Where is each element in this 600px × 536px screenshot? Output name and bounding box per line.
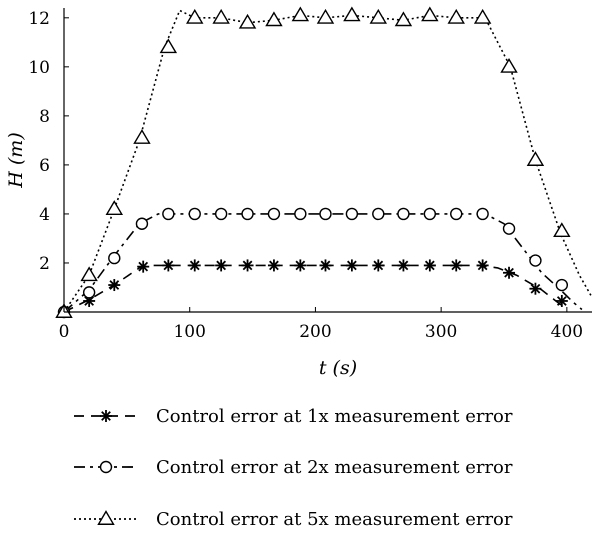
data-point-triangle (238, 13, 257, 29)
data-point-triangle (473, 8, 492, 24)
data-point-circle (423, 207, 437, 221)
data-point-circle (241, 207, 254, 221)
data-point-asterisk (397, 259, 410, 272)
data-point-circle (450, 207, 463, 221)
ticks-layer: 0 100 200 300 400 2 4 6 8 10 12 (28, 9, 583, 342)
data-point-triangle (159, 38, 178, 54)
legend-marker-asterisk (100, 410, 112, 422)
data-point-triangle (343, 6, 361, 22)
x-tick-label: 300 (425, 322, 457, 342)
data-point-triangle (500, 57, 518, 73)
data-point-triangle (526, 151, 545, 166)
data-point-circle (476, 207, 489, 221)
data-point-asterisk (345, 259, 358, 272)
y-tick-label: 12 (28, 9, 50, 29)
series-line (63, 9, 593, 313)
data-point-asterisk (188, 259, 201, 272)
data-point-circle (135, 217, 149, 230)
data-point-asterisk (215, 259, 228, 272)
data-point-circle (294, 207, 307, 221)
data-point-circle (345, 207, 359, 221)
y-tick-label: 6 (39, 156, 50, 176)
legend-marker-triangle (97, 510, 115, 525)
series-line (63, 264, 568, 313)
axes-layer (63, 8, 592, 313)
series-layer (55, 6, 593, 319)
x-tick-label: 200 (299, 322, 331, 342)
legend-item: Control error at 1x measurement error (74, 406, 513, 427)
data-point-triangle (553, 222, 571, 238)
data-point-asterisk (476, 259, 489, 272)
series-1 (58, 259, 568, 318)
data-point-circle (502, 222, 516, 235)
data-point-circle (372, 207, 385, 221)
y-tick-label: 4 (39, 205, 50, 225)
data-point-asterisk (267, 259, 280, 272)
data-point-asterisk (423, 259, 436, 272)
legend-item: Control error at 2x measurement error (74, 457, 513, 478)
series-line (63, 213, 583, 313)
data-point-circle (188, 207, 201, 221)
data-point-asterisk (83, 294, 96, 307)
x-tick-label: 400 (551, 322, 583, 342)
data-point-triangle (105, 200, 124, 215)
data-point-asterisk (162, 259, 175, 272)
data-point-triangle (265, 11, 283, 27)
y-tick-label: 2 (39, 254, 50, 274)
data-point-triangle (212, 8, 230, 24)
data-point-circle (82, 286, 96, 299)
legend-marker-circle (99, 460, 113, 474)
data-point-circle (555, 278, 569, 292)
data-point-circle (319, 207, 332, 221)
data-point-circle (529, 254, 542, 267)
legend: Control error at 1x measurement error Con… (74, 406, 513, 530)
y-tick-label: 8 (39, 107, 50, 127)
legend-label: Control error at 2x measurement error (156, 457, 513, 478)
data-point-circle (162, 207, 175, 221)
data-point-asterisk (137, 260, 150, 273)
legend-label: Control error at 1x measurement error (156, 406, 513, 427)
y-tick-label: 10 (28, 58, 50, 78)
data-point-asterisk (450, 259, 463, 272)
data-point-asterisk (319, 259, 332, 272)
x-tick-label: 100 (173, 322, 205, 342)
data-point-triangle (133, 129, 151, 144)
data-point-asterisk (241, 259, 254, 272)
data-point-triangle (369, 8, 388, 24)
data-point-circle (267, 207, 281, 221)
data-point-triangle (421, 6, 439, 22)
data-point-triangle (316, 8, 335, 24)
data-point-triangle (447, 8, 465, 24)
data-point-asterisk (503, 266, 516, 279)
data-point-asterisk (294, 259, 307, 272)
x-axis-label: t (s) (319, 357, 357, 379)
data-point-circle (214, 207, 228, 221)
data-point-asterisk (372, 259, 385, 272)
data-point-triangle (80, 266, 98, 282)
legend-label: Control error at 5x measurement error (156, 509, 513, 530)
data-point-asterisk (555, 294, 568, 307)
data-point-asterisk (108, 279, 121, 292)
data-point-circle (397, 207, 410, 221)
x-tick-label: 0 (59, 322, 70, 342)
data-point-triangle (186, 8, 204, 24)
y-axis-label: H (m) (5, 132, 27, 188)
data-point-triangle (394, 11, 413, 27)
data-point-circle (108, 251, 121, 265)
series-2 (57, 207, 583, 319)
data-point-triangle (291, 6, 310, 22)
data-point-asterisk (529, 282, 542, 295)
legend-item: Control error at 5x measurement error (74, 509, 513, 530)
